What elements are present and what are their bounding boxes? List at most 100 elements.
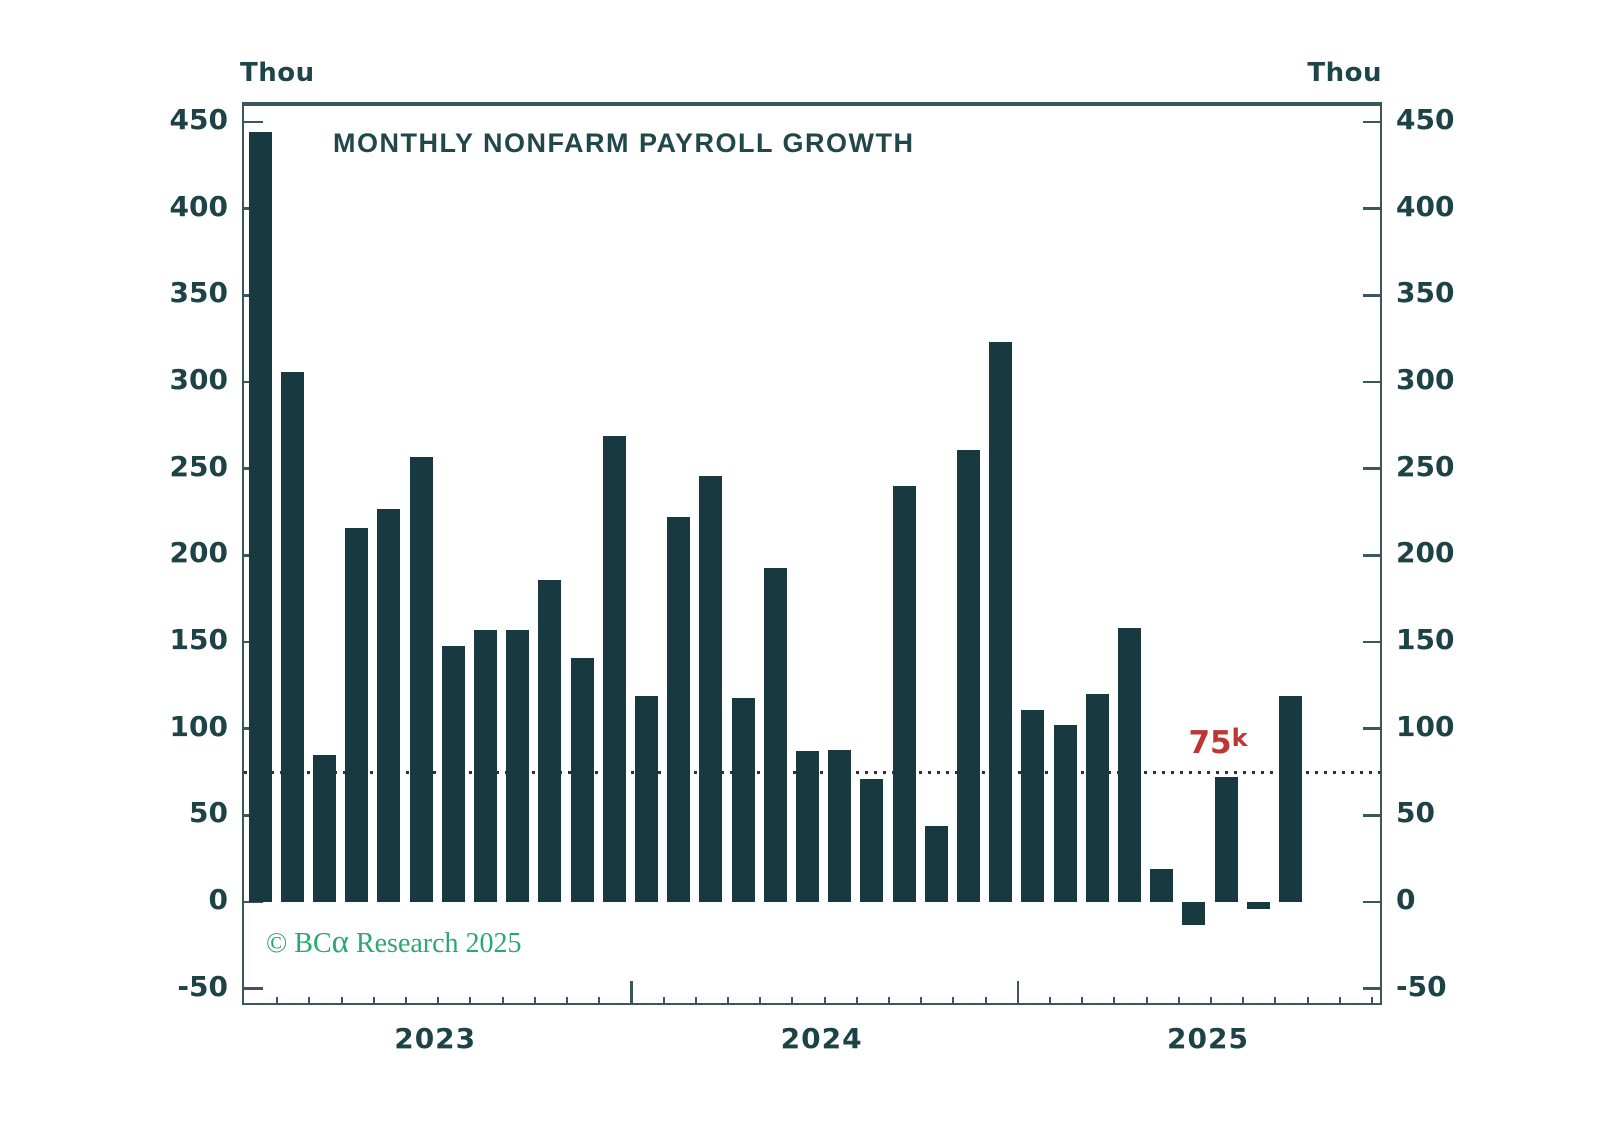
bar-aug-2025 bbox=[1246, 902, 1270, 909]
y-tick-right-300 bbox=[1363, 380, 1382, 384]
y-tick-label-right: 0 bbox=[1396, 883, 1416, 916]
y-tick-left-450 bbox=[244, 120, 263, 124]
y-tick-label-left: 150 bbox=[169, 623, 228, 656]
x-month-tick bbox=[405, 997, 407, 1003]
bar-apr-2023 bbox=[345, 527, 369, 902]
x-month-tick bbox=[437, 997, 440, 1003]
y-tick-label-right: 300 bbox=[1396, 363, 1455, 396]
x-month-tick bbox=[501, 997, 504, 1003]
x-month-tick bbox=[566, 997, 568, 1003]
y-tick-label-left: 100 bbox=[169, 709, 228, 743]
y-tick-right-150 bbox=[1363, 640, 1382, 644]
x-month-tick bbox=[727, 997, 729, 1003]
y-tick-label-left: 250 bbox=[169, 449, 228, 483]
bar-dec-2024 bbox=[989, 342, 1013, 902]
x-month-tick bbox=[759, 997, 762, 1003]
x-month-tick bbox=[469, 997, 472, 1003]
y-tick-left-0 bbox=[244, 900, 263, 904]
x-month-tick bbox=[984, 997, 987, 1003]
x-month-tick bbox=[533, 997, 536, 1003]
x-month-tick bbox=[694, 997, 697, 1003]
x-month-tick bbox=[952, 997, 955, 1003]
bar-may-2025 bbox=[1150, 869, 1174, 902]
x-month-tick bbox=[1113, 997, 1116, 1003]
bar-feb-2024 bbox=[667, 517, 691, 902]
bar-jul-2024 bbox=[828, 749, 852, 902]
y-tick-label-right: 450 bbox=[1396, 103, 1455, 136]
y-axis-unit-right: Thou bbox=[1307, 58, 1382, 88]
bar-aug-2024 bbox=[860, 778, 884, 902]
plot-area: 75k bbox=[242, 102, 1382, 1005]
x-month-tick bbox=[1081, 997, 1084, 1003]
copyright-symbol: © bbox=[266, 928, 288, 959]
y-tick-label-right: -50 bbox=[1396, 969, 1447, 1003]
bar-sep-2025 bbox=[1279, 695, 1302, 902]
y-tick-label-left: 200 bbox=[169, 536, 228, 570]
bar-jan-2024 bbox=[635, 695, 658, 902]
y-tick-label-left: 300 bbox=[169, 363, 228, 396]
bar-oct-2023 bbox=[538, 579, 562, 902]
bar-mar-2023 bbox=[313, 754, 336, 902]
bar-mar-2025 bbox=[1085, 694, 1109, 902]
copyright-notice: © BCα Research 2025 bbox=[266, 926, 522, 960]
y-axis-unit-left: Thou bbox=[240, 58, 315, 88]
brand-alpha-glyph: α bbox=[331, 924, 349, 960]
bar-apr-2025 bbox=[1118, 628, 1141, 902]
bar-jun-2024 bbox=[796, 751, 819, 902]
zero-axis-line bbox=[244, 104, 1380, 107]
x-year-tick bbox=[1016, 981, 1020, 1003]
x-month-tick bbox=[855, 997, 858, 1003]
x-month-tick bbox=[1274, 997, 1277, 1003]
y-tick-label-left: 450 bbox=[169, 103, 228, 136]
bar-oct-2024 bbox=[924, 825, 948, 902]
bar-nov-2024 bbox=[957, 449, 980, 902]
bar-jun-2025 bbox=[1182, 902, 1206, 925]
x-month-tick bbox=[308, 997, 311, 1003]
y-tick-right-100 bbox=[1363, 727, 1382, 730]
y-tick-label-left: 400 bbox=[169, 189, 228, 223]
bar-feb-2023 bbox=[280, 371, 304, 902]
x-month-tick bbox=[1306, 997, 1309, 1003]
x-month-tick bbox=[1210, 997, 1212, 1003]
y-tick-label-left: 50 bbox=[189, 796, 228, 830]
y-tick-label-right: 200 bbox=[1396, 536, 1455, 570]
bar-sep-2023 bbox=[506, 629, 530, 902]
bar-feb-2025 bbox=[1053, 725, 1077, 902]
bar-nov-2023 bbox=[570, 657, 594, 902]
y-tick-right-450 bbox=[1363, 120, 1382, 124]
bar-may-2024 bbox=[763, 567, 787, 902]
x-year-tick bbox=[630, 981, 633, 1003]
copyright-text: Research 2025 bbox=[348, 928, 522, 959]
y-tick-right-400 bbox=[1363, 207, 1382, 210]
x-month-tick bbox=[1049, 997, 1051, 1003]
x-year-label-2025: 2025 bbox=[1167, 1022, 1249, 1055]
bar-jan-2023 bbox=[248, 132, 272, 902]
y-tick-label-right: 400 bbox=[1396, 189, 1455, 223]
x-year-label-2024: 2024 bbox=[780, 1022, 863, 1055]
y-tick-label-right: 250 bbox=[1396, 449, 1455, 483]
x-month-tick bbox=[791, 997, 794, 1003]
x-month-tick bbox=[1338, 997, 1341, 1003]
y-tick-right-0 bbox=[1363, 900, 1382, 904]
bar-aug-2023 bbox=[474, 629, 497, 902]
y-tick-left--50 bbox=[244, 987, 263, 990]
reference-value: 75 bbox=[1188, 725, 1232, 761]
x-month-tick bbox=[888, 997, 890, 1003]
y-tick-label-left: -50 bbox=[177, 969, 228, 1003]
x-month-tick bbox=[276, 997, 279, 1003]
y-tick-label-right: 150 bbox=[1396, 623, 1455, 656]
reference-unit: k bbox=[1231, 724, 1248, 752]
x-month-tick bbox=[920, 997, 923, 1003]
x-month-tick bbox=[340, 997, 343, 1003]
y-tick-label-right: 350 bbox=[1396, 276, 1455, 310]
bar-apr-2024 bbox=[731, 697, 755, 902]
y-tick-label-right: 50 bbox=[1396, 796, 1435, 830]
bar-dec-2023 bbox=[602, 435, 626, 902]
x-month-tick bbox=[1177, 997, 1180, 1003]
bar-sep-2024 bbox=[892, 486, 916, 902]
bar-jun-2023 bbox=[409, 456, 433, 902]
x-month-tick bbox=[823, 997, 826, 1003]
y-tick-right-350 bbox=[1363, 294, 1382, 297]
x-year-label-2023: 2023 bbox=[394, 1022, 477, 1055]
